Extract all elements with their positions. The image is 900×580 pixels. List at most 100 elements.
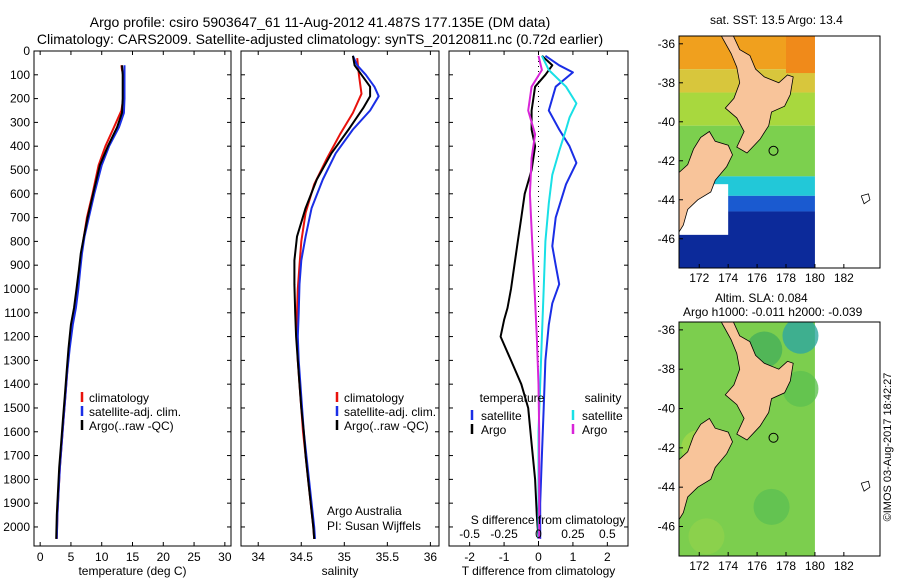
x-axis-label: temperature (deg C) <box>78 564 186 578</box>
x-tick-label: 35 <box>338 550 352 564</box>
map-frame <box>678 321 881 557</box>
y-tick-label: 700 <box>10 211 30 225</box>
series-line <box>55 65 126 539</box>
imos-watermark: ©IMOS 03-Aug-2017 18:42:27 <box>882 373 894 522</box>
legend-label: Argo(..raw -QC) <box>344 419 429 433</box>
y-tick-label: 300 <box>10 115 30 129</box>
profile-panel-1: 0 5 10 15 20 25 30 temperature (deg C) 0 100 200 30… <box>3 44 232 578</box>
plot-frame <box>240 50 440 547</box>
legend-label: climatology <box>89 391 149 405</box>
series-line <box>539 54 578 539</box>
legend-label: satellite <box>582 409 623 423</box>
y-tick-label: -44 <box>658 193 676 207</box>
y-tick-label: 1700 <box>3 449 30 463</box>
y-tick-label: 1200 <box>3 330 30 344</box>
sla-blob <box>782 370 819 407</box>
y-tick-label: -46 <box>658 520 676 534</box>
x-tick-label: 176 <box>747 271 767 285</box>
series-line <box>296 55 380 539</box>
annotation-pi: PI: Susan Wijffels <box>327 519 421 533</box>
y-tick-label: -42 <box>658 154 676 168</box>
profile-panel-3: -2 -1 0 1 2T difference from climatology temp… <box>448 50 629 578</box>
sst-map: 172 174 176 178 180 182 -36 -38 -40 -42 -44 -46 <box>658 35 881 285</box>
y-tick-label: 500 <box>10 163 30 177</box>
y-tick-label: 1800 <box>3 472 30 486</box>
y-tick-label: 0 <box>23 44 30 58</box>
top-tick-label: -0.25 <box>490 527 518 541</box>
x-tick-label: -2 <box>464 550 475 564</box>
y-tick-label: 900 <box>10 258 30 272</box>
y-tick-label: -38 <box>658 362 676 376</box>
x-tick-label: 34.5 <box>290 550 314 564</box>
x-tick-label: 174 <box>718 559 738 573</box>
y-tick-label: 100 <box>10 68 30 82</box>
x-tick-label: 172 <box>689 271 709 285</box>
plot-frame <box>33 50 232 547</box>
legend-header-salinity: salinity <box>585 391 622 405</box>
sla-map-title: Altim. SLA: 0.084 <box>715 291 808 305</box>
y-tick-label: -46 <box>658 232 676 246</box>
y-tick-label: -44 <box>658 480 676 494</box>
x-tick-label: 36 <box>424 550 438 564</box>
x-tick-label: 10 <box>95 550 109 564</box>
y-tick-label: 1100 <box>4 306 30 320</box>
y-tick-label: -38 <box>658 76 676 90</box>
x-tick-label: 176 <box>747 559 767 573</box>
x-tick-label: 5 <box>68 550 75 564</box>
top-tick-label: 0 <box>535 527 542 541</box>
x-tick-label: 20 <box>157 550 171 564</box>
x-tick-label: 15 <box>126 550 140 564</box>
sst-warm-patch <box>786 36 815 74</box>
legend-label: satellite <box>481 409 522 423</box>
top-tick-label: 0.5 <box>599 527 616 541</box>
sla-blob <box>782 322 819 354</box>
x-tick-label: 30 <box>218 550 232 564</box>
sla-blob <box>688 518 725 555</box>
sla-blob <box>753 488 790 525</box>
y-tick-label: 400 <box>10 139 30 153</box>
x-tick-label: 35.5 <box>376 550 400 564</box>
annotation-argo-australia: Argo Australia <box>327 504 402 518</box>
profile-panel-2: 34 34.5 35 35.5 36 salinity climatologysatelli… <box>240 50 440 578</box>
legend-label: Argo(..raw -QC) <box>89 419 174 433</box>
x-tick-label: 0 <box>37 550 44 564</box>
series-line <box>499 55 554 539</box>
chart-title-line2: Climatology: CARS2009. Satellite-adjuste… <box>36 31 604 47</box>
y-tick-label: 1400 <box>3 377 30 391</box>
x-tick-label: 34 <box>252 550 266 564</box>
x-tick-label: 180 <box>805 559 825 573</box>
x-tick-label: -1 <box>499 550 510 564</box>
y-tick-label: 2000 <box>3 520 30 534</box>
sla-map: 172 174 176 178 180 182 -36 -38 -40 -42 -44 -46 <box>658 321 881 573</box>
land-polygon <box>720 36 794 154</box>
legend-header-temperature: temperature <box>480 391 545 405</box>
x-tick-label: 174 <box>718 271 738 285</box>
sla-map-subtitle: Argo h1000: -0.011 h2000: -0.039 <box>683 305 863 319</box>
y-tick-label: -42 <box>658 441 676 455</box>
y-tick-label: 600 <box>10 187 30 201</box>
x-tick-label: 178 <box>776 271 796 285</box>
y-tick-label: -36 <box>658 37 676 51</box>
y-tick-label: 1500 <box>3 401 30 415</box>
y-tick-label: -36 <box>658 323 676 337</box>
x-tick-label: 0 <box>535 550 542 564</box>
top-axis-label: S difference from climatology <box>471 513 626 527</box>
y-tick-label: 1000 <box>3 282 30 296</box>
x-tick-label: 1 <box>570 550 577 564</box>
x-tick-label: 25 <box>187 550 201 564</box>
series-line <box>527 55 543 539</box>
x-tick-label: 172 <box>689 559 709 573</box>
float-position-marker <box>768 145 779 156</box>
map-field <box>679 322 871 556</box>
top-tick-label: -0.5 <box>459 527 480 541</box>
land-polygon <box>720 322 794 441</box>
y-tick-label: 1300 <box>3 353 30 367</box>
x-tick-label: 182 <box>834 559 854 573</box>
land-polygon <box>679 417 733 521</box>
legend-label: satellite-adj. clim. <box>89 405 181 419</box>
y-tick-label: -40 <box>658 115 676 129</box>
land-polygon <box>679 130 733 233</box>
series-line <box>293 55 372 539</box>
float-position-marker <box>768 432 779 443</box>
